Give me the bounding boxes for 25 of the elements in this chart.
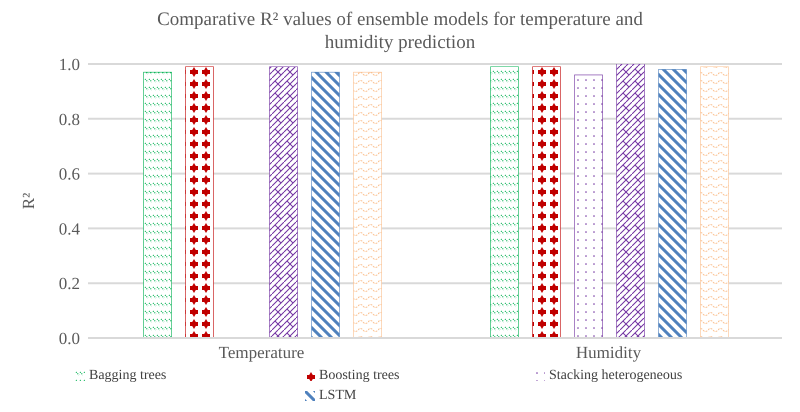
bar xyxy=(269,66,298,338)
y-tick-label: 0.8 xyxy=(58,110,80,129)
legend-label: Boosting trees xyxy=(319,368,400,384)
chart-title: Comparative R² values of ensemble models for temperature and humidity prediction xyxy=(156,8,644,54)
y-tick-label: 0.6 xyxy=(58,164,80,184)
y-axis-title: R² xyxy=(19,192,38,210)
bar xyxy=(616,64,645,338)
bar xyxy=(143,72,172,338)
legend-label: Stacking heterogeneous xyxy=(549,368,682,384)
bar xyxy=(311,72,340,338)
y-tick-label: 1.0 xyxy=(58,55,80,74)
y-tick-label: 0.2 xyxy=(58,274,80,294)
y-tick-label: 0.0 xyxy=(58,329,80,348)
bar xyxy=(658,69,687,338)
legend-label: Bagging trees xyxy=(89,368,166,384)
bar xyxy=(185,66,214,338)
bar xyxy=(574,74,603,338)
bar xyxy=(700,66,729,338)
bar xyxy=(490,66,519,338)
bar xyxy=(353,72,382,338)
x-tick-label: Temperature xyxy=(218,343,304,362)
legend-label: LSTM xyxy=(319,388,356,404)
x-tick-label: Humidity xyxy=(576,343,642,362)
bar xyxy=(532,66,561,338)
y-tick-label: 0.4 xyxy=(58,219,80,238)
